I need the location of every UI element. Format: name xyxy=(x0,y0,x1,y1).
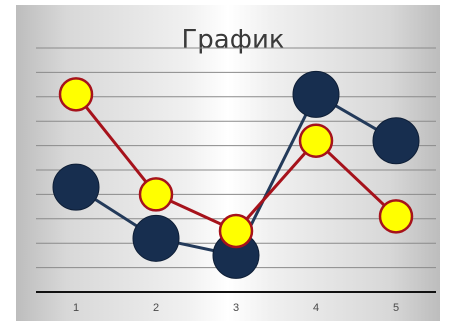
x-tick-label: 2 xyxy=(153,302,159,314)
series-1-point xyxy=(132,214,180,262)
series-2-line xyxy=(74,93,398,233)
series-2-point xyxy=(298,123,334,158)
x-axis-ticks: 1 2 3 4 5 xyxy=(73,302,399,314)
x-tick-label: 5 xyxy=(393,302,399,314)
series-2-point xyxy=(58,77,94,112)
x-tick-label: 1 xyxy=(73,302,79,314)
x-tick-label: 4 xyxy=(313,302,319,314)
series-1-point xyxy=(292,70,340,118)
x-tick-label: 3 xyxy=(233,302,239,314)
series-2-point xyxy=(378,199,414,234)
series-1-point xyxy=(52,163,100,211)
series-markers xyxy=(52,70,420,279)
chart-title: График xyxy=(181,25,284,55)
series-2-point xyxy=(218,213,254,249)
series-1-point xyxy=(372,117,420,165)
series-2-point xyxy=(138,177,174,212)
